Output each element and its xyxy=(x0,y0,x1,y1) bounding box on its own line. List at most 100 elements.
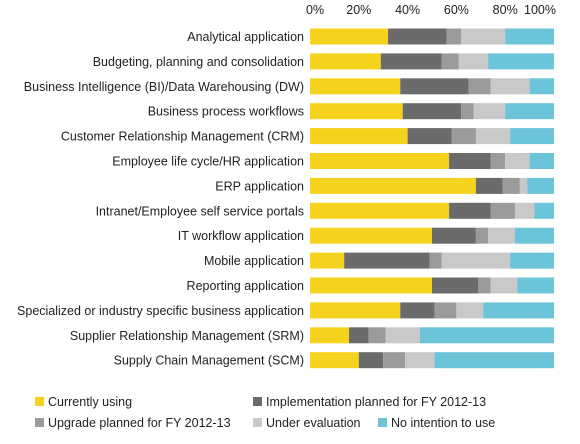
bar-segment xyxy=(461,103,474,120)
legend-label: Upgrade planned for FY 2012-13 xyxy=(48,416,231,430)
bar-segment xyxy=(529,78,554,95)
bar-segment xyxy=(446,28,462,45)
bar-segment xyxy=(505,153,530,169)
category-label: IT workflow application xyxy=(178,229,304,243)
bar-segment xyxy=(490,78,530,95)
bar-segment xyxy=(468,78,491,95)
bar-segment xyxy=(419,327,554,344)
bar-segment xyxy=(310,153,450,169)
bar-segment xyxy=(434,302,457,319)
category-label: Supply Chain Management (SCM) xyxy=(114,354,304,368)
x-axis: 0% 20% 40% 60% 80% 100% xyxy=(306,3,556,17)
bar-segment xyxy=(310,227,432,244)
bar-segment xyxy=(310,202,450,219)
bar-segment xyxy=(449,153,491,169)
bar-segment xyxy=(407,128,452,145)
bar-segment xyxy=(527,177,554,194)
bar-segment xyxy=(534,202,554,219)
bar-segment xyxy=(519,177,528,194)
bar-segment xyxy=(310,302,401,319)
legend-label: No intention to use xyxy=(391,416,495,430)
category-label: Specialized or industry specific busines… xyxy=(17,304,304,318)
category-label: Analytical application xyxy=(187,30,304,44)
bar-segment xyxy=(400,78,469,95)
category-label: Business process workflows xyxy=(148,105,304,119)
bar-segment xyxy=(400,302,435,319)
bar-segment xyxy=(383,352,406,369)
bar-segment xyxy=(488,227,515,244)
legend-label: Under evaluation xyxy=(266,416,361,430)
bar-segment xyxy=(505,28,554,45)
legend-swatch xyxy=(378,418,387,427)
bar-segment xyxy=(451,128,476,145)
bar-segment xyxy=(310,128,408,145)
category-label: ERP application xyxy=(215,179,304,193)
bar-segment xyxy=(502,177,520,194)
bar-segment xyxy=(483,302,554,319)
bar-segment xyxy=(441,53,459,70)
bar-segment xyxy=(473,103,506,120)
bar-segment xyxy=(385,327,420,344)
x-tick-label: 100% xyxy=(524,3,556,17)
bar-segment xyxy=(456,302,484,319)
legend-swatch xyxy=(253,418,262,427)
category-label: Reporting application xyxy=(187,279,304,293)
legend-swatch xyxy=(253,397,262,406)
bar-segment xyxy=(458,53,489,70)
bar-segment xyxy=(310,177,476,194)
bar-segment xyxy=(310,277,432,294)
bar-segment xyxy=(368,327,386,344)
bar-segment xyxy=(344,252,430,269)
bar-segment xyxy=(310,78,401,95)
bar-segment xyxy=(441,252,511,269)
bar-segment xyxy=(488,53,554,70)
legend-swatch xyxy=(35,418,44,427)
bar-segment xyxy=(510,128,554,145)
x-tick-label: 80% xyxy=(493,3,518,17)
bar-segment xyxy=(310,352,359,369)
bar-segment xyxy=(310,327,350,344)
bar-segment xyxy=(405,352,435,369)
bars xyxy=(310,28,554,369)
bar-segment xyxy=(402,103,462,120)
bar-segment xyxy=(514,227,554,244)
bar-segment xyxy=(490,153,506,169)
category-label: Budgeting, planning and consolidation xyxy=(93,55,304,69)
bar-segment xyxy=(475,177,503,194)
bar-segment xyxy=(505,103,554,120)
x-tick-label: 20% xyxy=(346,3,371,17)
category-label: Employee life cycle/HR application xyxy=(112,155,304,169)
bar-segment xyxy=(475,128,511,145)
y-axis: Analytical application Budgeting, plannin… xyxy=(17,30,304,368)
bar-segment xyxy=(310,103,403,120)
bar-segment xyxy=(475,227,489,244)
bar-segment xyxy=(380,53,442,70)
bar-segment xyxy=(529,153,554,169)
bar-segment xyxy=(349,327,369,344)
bar-segment xyxy=(310,53,381,70)
bar-segment xyxy=(490,277,518,294)
bar-segment xyxy=(388,28,447,45)
category-label: Intranet/Employee self service portals xyxy=(96,204,304,218)
category-label: Business Intelligence (BI)/Data Warehous… xyxy=(24,80,304,94)
x-tick-label: 60% xyxy=(444,3,469,17)
bar-segment xyxy=(432,227,476,244)
bar-segment xyxy=(434,352,554,369)
bar-segment xyxy=(514,202,535,219)
bar-segment xyxy=(310,252,345,269)
bar-segment xyxy=(510,252,554,269)
bar-segment xyxy=(517,277,554,294)
bar-segment xyxy=(429,252,442,269)
category-label: Mobile application xyxy=(204,254,304,268)
category-label: Supplier Relationship Management (SRM) xyxy=(70,329,304,343)
bar-segment xyxy=(490,202,515,219)
bar-segment xyxy=(478,277,491,294)
bar-segment xyxy=(432,277,479,294)
bar-segment xyxy=(461,28,506,45)
x-tick-label: 40% xyxy=(395,3,420,17)
category-label: Customer Relationship Management (CRM) xyxy=(61,130,304,144)
legend: Currently using Implementation planned fo… xyxy=(35,395,495,430)
bar-segment xyxy=(310,28,389,45)
bar-segment xyxy=(449,202,491,219)
